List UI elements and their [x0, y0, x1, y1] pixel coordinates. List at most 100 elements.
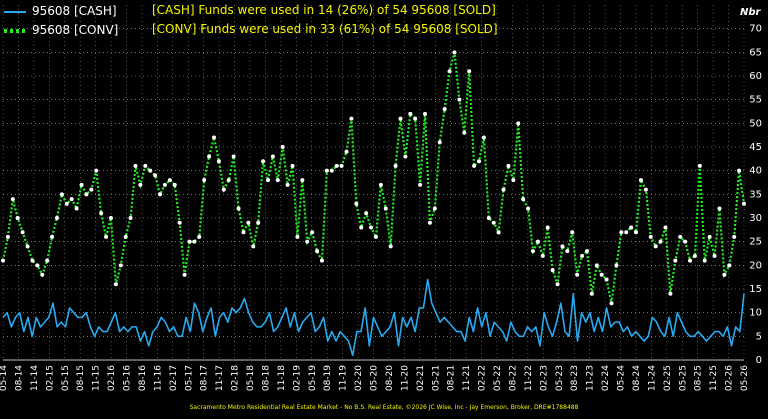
- data-point-conv: [589, 291, 594, 296]
- x-tick-label: 02-19: [292, 365, 302, 391]
- x-tick-label: 08-24: [632, 365, 642, 391]
- data-point-conv: [442, 107, 447, 112]
- x-tick-label: 11-22: [524, 365, 534, 391]
- x-tick-label: 02-23: [539, 365, 549, 391]
- data-point-conv: [300, 178, 305, 183]
- y-tick-label: 10: [749, 308, 762, 319]
- x-tick-label: 05-20: [370, 365, 380, 391]
- data-point-conv: [35, 263, 40, 268]
- data-point-conv: [550, 268, 555, 273]
- data-point-conv: [108, 216, 113, 220]
- y-tick-label: 0: [756, 355, 762, 366]
- data-point-conv: [408, 111, 413, 116]
- data-point-conv: [5, 234, 10, 239]
- data-point-conv: [265, 178, 270, 183]
- data-point-conv: [251, 244, 256, 249]
- x-tick-label: 11-17: [215, 365, 225, 391]
- data-point-conv: [427, 220, 432, 225]
- data-point-conv: [614, 263, 619, 268]
- data-point-conv: [162, 182, 167, 187]
- x-tick-label: 11-19: [339, 365, 349, 391]
- data-point-conv: [712, 253, 717, 258]
- data-point-conv: [447, 69, 452, 74]
- data-point-conv: [216, 159, 221, 164]
- data-point-conv: [388, 244, 393, 249]
- data-point-conv: [79, 182, 84, 187]
- data-point-conv: [423, 111, 428, 116]
- data-point-conv: [624, 230, 629, 235]
- data-point-conv: [575, 272, 580, 277]
- x-tick-label: 08-15: [76, 365, 86, 391]
- x-tick-label: 05-24: [617, 365, 627, 391]
- data-point-conv: [717, 206, 722, 211]
- data-point-conv: [69, 197, 74, 202]
- data-point-conv: [54, 216, 59, 220]
- data-point-conv: [526, 206, 531, 211]
- data-point-conv: [187, 239, 192, 244]
- data-point-conv: [668, 291, 673, 296]
- footer-credit: Sacramento Metro Residential Real Estate…: [189, 404, 579, 411]
- data-point-conv: [683, 239, 688, 244]
- y-tick-label: 15: [749, 284, 762, 295]
- data-point-conv: [398, 116, 403, 121]
- data-point-conv: [324, 168, 329, 173]
- gridlines: [2, 5, 745, 361]
- data-point-conv: [501, 187, 506, 192]
- x-tick-label: 11-23: [586, 365, 596, 391]
- x-tick-label: 11-16: [153, 365, 163, 391]
- y-tick-label: 20: [749, 260, 762, 271]
- data-point-conv: [727, 263, 732, 268]
- data-point-conv: [138, 182, 143, 187]
- data-point-conv: [545, 225, 550, 230]
- conv-summary-text: [CONV] Funds were used in 33 (61%) of 54…: [152, 22, 498, 36]
- data-point-conv: [707, 234, 712, 239]
- data-point-conv: [295, 234, 300, 239]
- data-point-conv: [609, 301, 614, 306]
- data-point-conv: [378, 182, 383, 187]
- data-point-conv: [285, 182, 290, 187]
- data-point-conv: [413, 116, 418, 121]
- data-point-conv: [570, 230, 575, 235]
- legend-item-cash[interactable]: 95608 [CASH]: [4, 2, 118, 21]
- data-point-conv: [221, 187, 226, 192]
- data-point-conv: [491, 220, 496, 225]
- data-point-conv: [496, 230, 501, 235]
- y-tick-label: 5: [756, 331, 762, 342]
- data-point-conv: [207, 154, 212, 159]
- data-point-conv: [275, 178, 280, 183]
- data-point-conv: [113, 282, 118, 287]
- legend-item-conv[interactable]: 95608 [CONV]: [4, 21, 118, 40]
- y-tick-label: 60: [749, 71, 762, 82]
- data-point-conv: [658, 239, 663, 244]
- data-point-conv: [418, 182, 423, 187]
- data-point-conv: [153, 173, 158, 178]
- conv-swatch-icon: [4, 27, 26, 35]
- data-point-conv: [89, 187, 94, 192]
- data-point-conv: [339, 163, 344, 168]
- data-point-conv: [634, 230, 639, 235]
- data-point-conv: [202, 178, 207, 183]
- data-point-conv: [619, 230, 624, 235]
- data-point-conv: [226, 178, 231, 183]
- data-point-conv: [64, 201, 69, 206]
- data-point-conv: [697, 163, 702, 168]
- y-tick-label: 45: [749, 142, 762, 153]
- data-point-conv: [506, 163, 511, 168]
- x-tick-label: 02-18: [231, 365, 241, 391]
- data-point-conv: [123, 234, 128, 239]
- data-point-conv: [638, 178, 643, 183]
- data-point-conv: [477, 159, 482, 164]
- data-point-conv: [128, 216, 133, 220]
- x-tick-label: 08-18: [261, 365, 271, 391]
- data-point-conv: [354, 201, 359, 206]
- data-point-conv: [516, 121, 521, 126]
- legend: 95608 [CASH] 95608 [CONV]: [4, 2, 118, 40]
- data-point-conv: [452, 50, 457, 55]
- data-point-conv: [84, 192, 89, 197]
- data-point-conv: [599, 272, 604, 277]
- x-tick-label: 05-25: [678, 365, 688, 391]
- data-point-conv: [742, 201, 746, 206]
- x-tick-label: 08-22: [508, 365, 518, 391]
- data-point-conv: [241, 230, 246, 235]
- data-point-conv: [20, 230, 25, 235]
